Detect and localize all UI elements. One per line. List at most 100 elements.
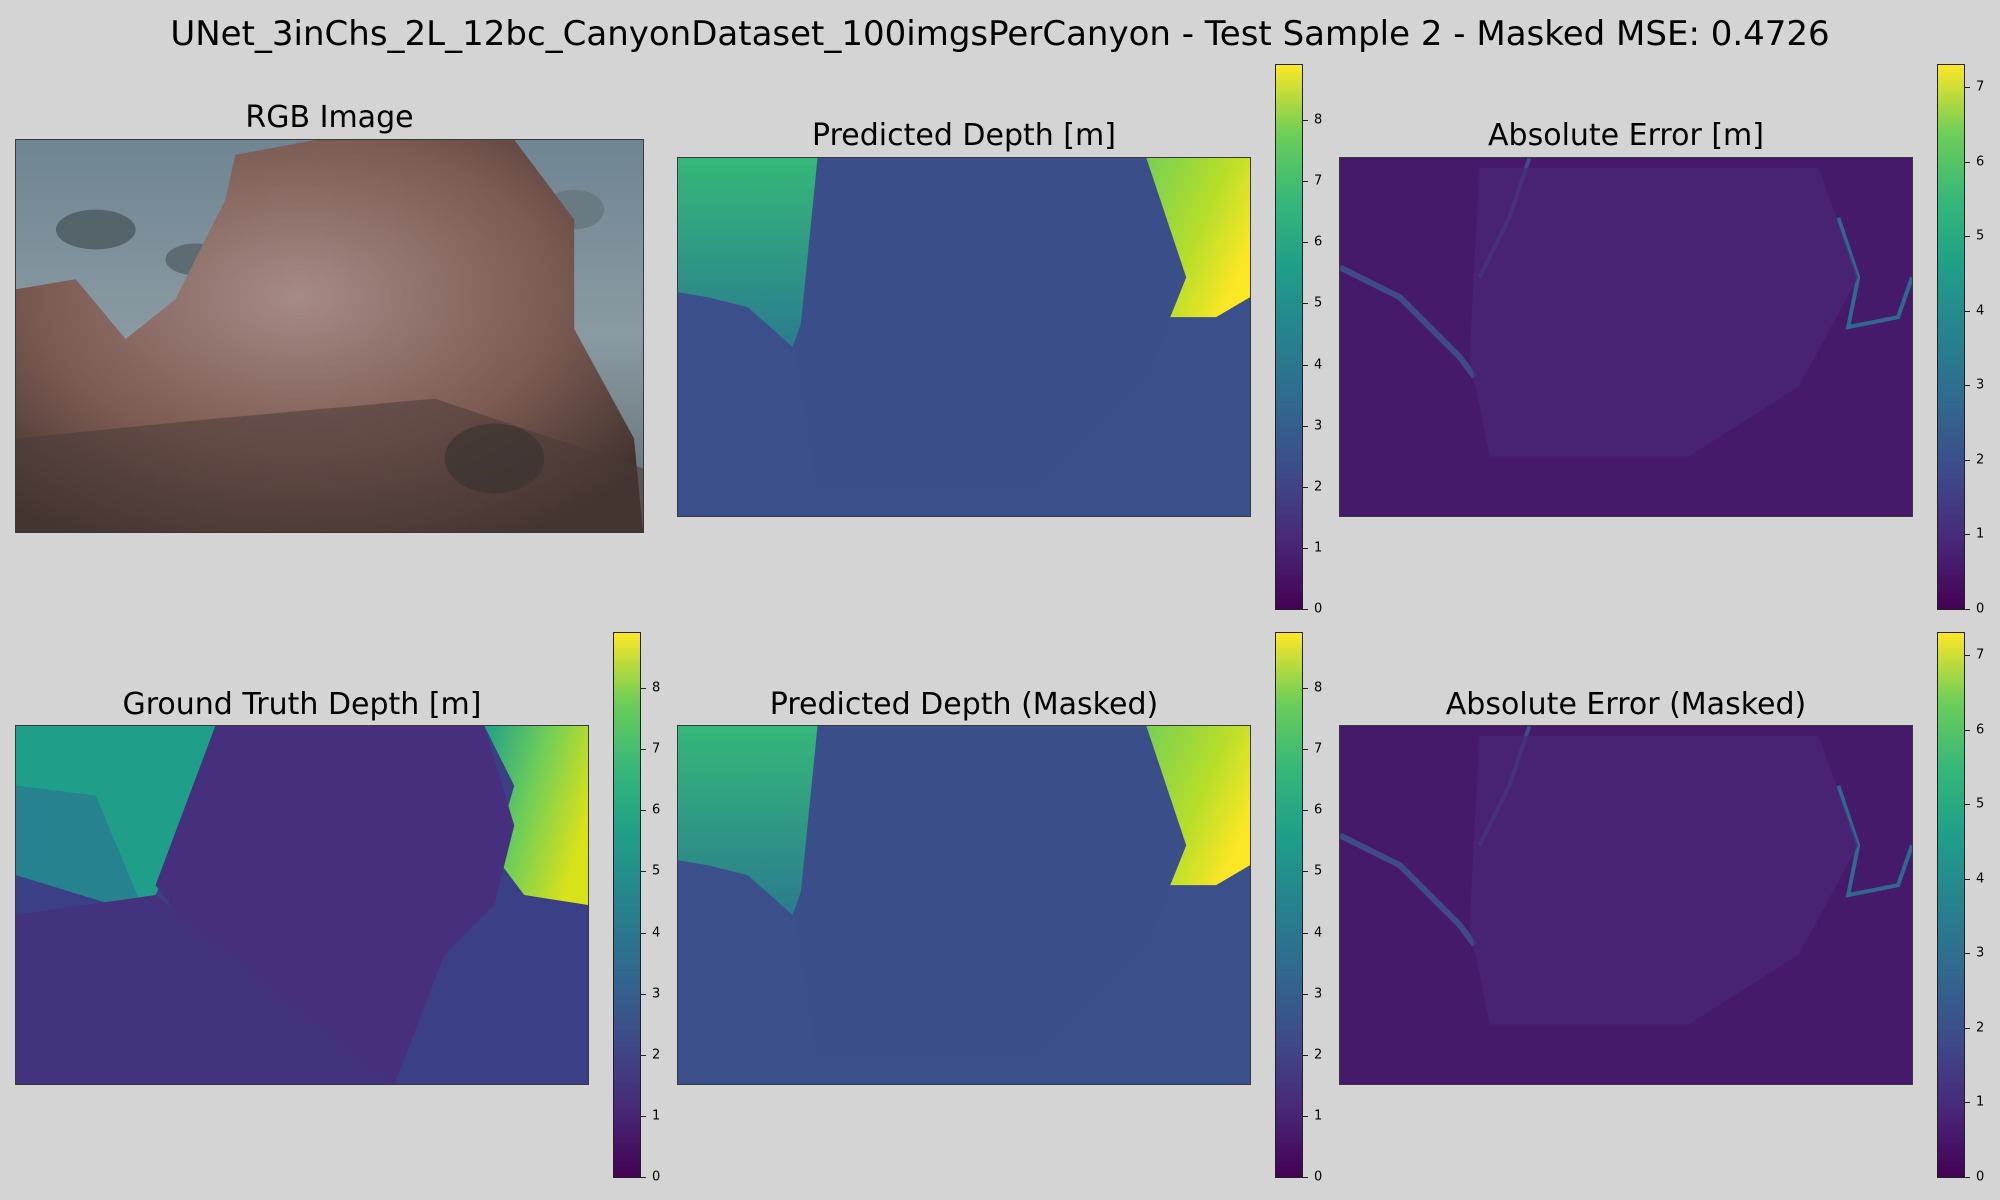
colorbar-tick-label: 7 — [1976, 79, 1985, 95]
colorbar-tick — [1964, 385, 1970, 387]
colorbar-tick — [640, 932, 646, 934]
rgb-image — [15, 139, 644, 533]
figure-title: UNet_3inChs_2L_12bc_CanyonDataset_100img… — [170, 14, 1830, 54]
colorbar-tick-label: 2 — [1314, 479, 1323, 495]
colorbar-tick-label: 8 — [1314, 112, 1323, 128]
colorbar-tick-label: 2 — [1314, 1047, 1323, 1063]
colorbar-tick — [1964, 878, 1970, 880]
colorbar-tick-label: 5 — [1976, 796, 1985, 812]
colorbar-tick — [640, 1177, 646, 1178]
absolute-error-masked-colorbar: 0 1 2 3 4 5 6 7 — [1937, 632, 1984, 1185]
colorbar-tick — [640, 1115, 646, 1117]
colorbar-tick — [1964, 1027, 1970, 1029]
colorbar-tick-label: 3 — [1976, 945, 1985, 961]
colorbar-tick — [1964, 953, 1970, 955]
absolute-error-colorbar: 0 1 2 3 4 5 6 7 — [1937, 64, 1984, 617]
ground-truth-title: Ground Truth Depth [m] — [122, 687, 482, 722]
colorbar-tick-label: 5 — [652, 863, 661, 879]
colorbar-tick — [1964, 729, 1970, 731]
colorbar-tick — [1964, 609, 1970, 610]
colorbar-tick-label: 0 — [1314, 1169, 1323, 1185]
colorbar-tick — [1964, 804, 1970, 806]
colorbar-tick-label: 2 — [652, 1047, 661, 1063]
colorbar-tick-label: 1 — [1976, 1094, 1985, 1110]
colorbar-tick-label: 2 — [1976, 1020, 1985, 1036]
colorbar-tick — [1302, 609, 1308, 610]
colorbar-tick-label: 0 — [652, 1169, 661, 1185]
predicted-depth-masked-title: Predicted Depth (Masked) — [769, 687, 1159, 722]
colorbar-tick — [1302, 688, 1308, 689]
colorbar-tick-label: 1 — [1314, 540, 1323, 556]
colorbar-tick — [1964, 310, 1970, 312]
colorbar-tick-label: 8 — [652, 680, 661, 696]
colorbar-tick-label: 3 — [1976, 377, 1985, 393]
colorbar-tick-label: 6 — [652, 802, 661, 818]
colorbar-tick-label: 4 — [652, 925, 661, 940]
colorbar-tick — [1302, 993, 1308, 995]
colorbar-tick-label: 6 — [1314, 802, 1323, 818]
colorbar-tick — [1302, 1177, 1308, 1178]
colorbar-tick-label: 0 — [1314, 601, 1323, 617]
colorbar-tick-label: 3 — [652, 986, 661, 1002]
colorbar-tick-label: 7 — [1314, 741, 1323, 757]
predicted-depth-title: Predicted Depth [m] — [812, 118, 1116, 153]
colorbar-tick-label: 7 — [652, 741, 661, 757]
colorbar-tick — [640, 810, 646, 812]
predicted-depth-masked-colorbar: 0 1 2 3 4 5 6 7 8 — [1275, 632, 1322, 1185]
colorbar-tick — [1302, 181, 1308, 183]
colorbar-tick — [1302, 810, 1308, 812]
colorbar-tick — [640, 993, 646, 995]
colorbar-tick-label: 4 — [1314, 925, 1323, 940]
colorbar-tick — [1302, 242, 1308, 244]
colorbar-tick — [1302, 425, 1308, 427]
rgb-image-title: RGB Image — [245, 100, 414, 135]
colorbar-tick-label: 0 — [1976, 1169, 1985, 1185]
colorbar-tick-label: 7 — [1976, 647, 1985, 663]
colorbar-tick — [1302, 1054, 1308, 1056]
colorbar-tick — [1302, 1115, 1308, 1117]
colorbar-tick — [640, 871, 646, 873]
colorbar-tick — [1302, 303, 1308, 305]
colorbar-tick — [1302, 547, 1308, 549]
colorbar-tick — [1964, 236, 1970, 238]
colorbar-tick-label: 1 — [1976, 526, 1985, 542]
colorbar-tick-label: 8 — [1314, 680, 1323, 696]
colorbar-tick — [1302, 932, 1308, 934]
colorbar-tick — [1964, 1102, 1970, 1104]
colorbar-tick — [1964, 534, 1970, 536]
colorbar-tick-label: 5 — [1314, 295, 1323, 311]
colorbar-tick — [1302, 486, 1308, 488]
colorbar-tick-label: 6 — [1314, 234, 1323, 250]
colorbar-tick-label: 6 — [1976, 722, 1985, 738]
colorbar-tick — [640, 1054, 646, 1056]
colorbar-tick-label: 4 — [1314, 357, 1323, 372]
colorbar-tick-label: 3 — [1314, 986, 1323, 1002]
predicted-depth-masked-heatmap — [677, 725, 1251, 1085]
predicted-depth-colorbar: 0 1 2 3 4 5 6 7 8 — [1275, 64, 1322, 617]
ground-truth-heatmap — [15, 725, 589, 1085]
colorbar-tick-label: 5 — [1976, 228, 1985, 244]
colorbar-tick-label: 6 — [1976, 154, 1985, 170]
colorbar-tick — [1964, 655, 1970, 657]
colorbar-tick — [1302, 871, 1308, 873]
colorbar-tick — [1964, 1177, 1970, 1178]
colorbar-tick-label: 4 — [1976, 871, 1985, 887]
ground-truth-colorbar: 0 1 2 3 4 5 6 7 8 — [613, 632, 660, 1185]
colorbar-tick — [1302, 120, 1308, 121]
colorbar-tick-label: 5 — [1314, 863, 1323, 879]
absolute-error-masked-heatmap — [1339, 725, 1913, 1085]
colorbar-tick-label: 0 — [1976, 601, 1985, 617]
absolute-error-masked-title: Absolute Error (Masked) — [1445, 687, 1807, 722]
colorbar-tick-label: 1 — [1314, 1108, 1323, 1124]
colorbar-tick-label: 3 — [1314, 418, 1323, 434]
colorbar-tick-label: 1 — [652, 1108, 661, 1124]
colorbar-tick — [1964, 87, 1970, 89]
colorbar-tick-label: 4 — [1976, 303, 1985, 319]
colorbar-tick — [1302, 364, 1308, 366]
colorbar-tick — [640, 749, 646, 751]
colorbar-tick-label: 7 — [1314, 173, 1323, 189]
colorbar-tick — [1302, 749, 1308, 751]
colorbar-tick — [1964, 161, 1970, 163]
colorbar-tick-label: 2 — [1976, 452, 1985, 468]
absolute-error-title: Absolute Error [m] — [1488, 118, 1764, 153]
